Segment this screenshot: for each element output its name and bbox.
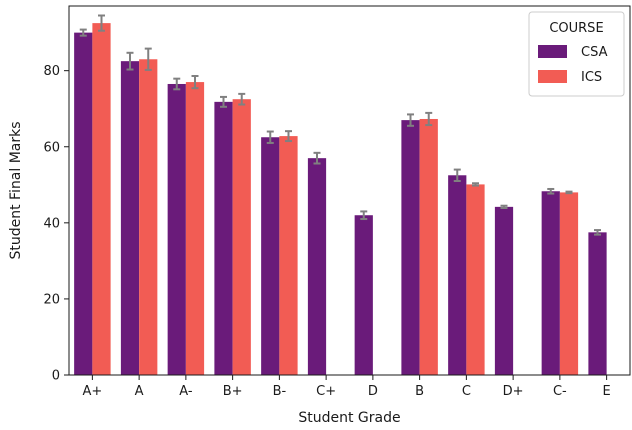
bar-ics	[466, 184, 485, 375]
y-tick-label: 80	[43, 64, 60, 79]
y-tick-label: 40	[43, 216, 60, 231]
error-bar	[425, 111, 433, 127]
axes-layer: A+ A A- B+ B- C+ D B C D+ C- E 0 20 40 60 80	[43, 5, 631, 399]
error-bar	[565, 190, 573, 195]
error-bar	[126, 51, 134, 71]
legend: COURSE CSA ICS	[528, 11, 625, 97]
error-bar	[238, 92, 246, 106]
bar-csa	[167, 83, 186, 375]
x-tick-label: B-	[273, 384, 287, 399]
error-bar	[191, 74, 199, 90]
error-bar	[453, 168, 461, 182]
error-bar	[313, 151, 321, 165]
legend-label-csa: CSA	[581, 45, 608, 60]
bar-csa	[214, 101, 233, 376]
error-bar	[471, 182, 479, 187]
bars-layer	[74, 23, 607, 376]
bar-ics	[232, 99, 251, 375]
y-axis-label: Student Final Marks	[8, 121, 24, 259]
bar-csa	[448, 175, 467, 375]
legend-swatch-csa	[538, 45, 567, 58]
bar-csa	[74, 32, 93, 375]
x-tick-label: B	[415, 384, 424, 399]
bar-csa	[494, 206, 514, 375]
error-bar	[284, 130, 292, 143]
bar-csa	[261, 137, 280, 375]
error-bar	[173, 77, 181, 91]
bar-ics	[139, 59, 158, 375]
bar-csa	[401, 120, 420, 376]
bar-csa	[588, 232, 607, 375]
x-tick-label: C	[462, 384, 471, 399]
error-bar	[266, 130, 274, 144]
bar-csa	[120, 61, 140, 375]
error-bar	[79, 28, 87, 37]
error-bar	[97, 14, 105, 32]
x-tick-label: A	[135, 384, 144, 399]
bar-csa	[354, 215, 373, 375]
error-bar	[500, 204, 508, 209]
y-tick-label: 0	[52, 369, 60, 384]
error-bar	[547, 187, 555, 195]
x-tick-label: D+	[503, 384, 524, 399]
legend-label-ics: ICS	[581, 70, 602, 85]
y-tick-label: 20	[43, 292, 60, 307]
x-tick-label: E	[603, 384, 611, 399]
bar-ics	[559, 192, 579, 375]
bar-ics	[185, 82, 205, 375]
legend-swatch-ics	[538, 70, 567, 83]
error-bar	[594, 229, 602, 236]
bar-ics	[92, 23, 111, 376]
legend-title: COURSE	[549, 21, 603, 36]
bar-csa	[307, 158, 327, 375]
x-tick-label: A-	[179, 384, 193, 399]
error-bar	[407, 113, 415, 127]
x-tick-label: C+	[316, 384, 336, 399]
y-tick-label: 60	[43, 140, 60, 155]
x-tick-label: A+	[82, 384, 102, 399]
error-bar	[220, 95, 228, 108]
plot-frame	[68, 5, 631, 376]
x-tick-label: D	[368, 384, 378, 399]
error-bar	[144, 47, 152, 71]
x-tick-label: B+	[223, 384, 243, 399]
x-tick-label: C-	[553, 384, 567, 399]
bar-ics	[419, 118, 438, 375]
error-bars-layer	[79, 14, 602, 236]
bar-ics	[279, 136, 298, 375]
error-bar	[360, 210, 368, 221]
bar-csa	[541, 191, 560, 375]
x-axis-label: Student Grade	[298, 410, 400, 426]
